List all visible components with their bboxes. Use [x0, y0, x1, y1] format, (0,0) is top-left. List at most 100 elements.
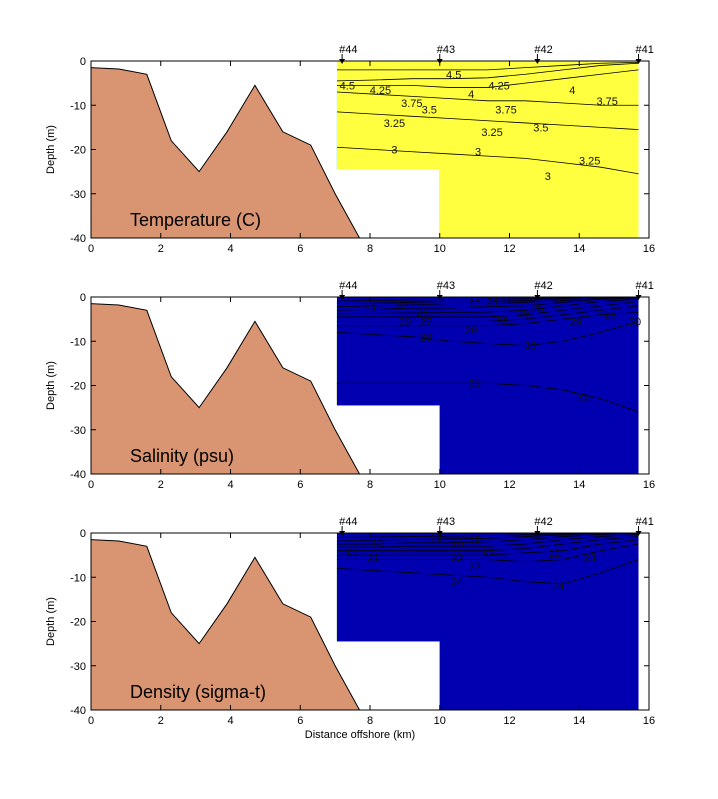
contour-line-2 — [336, 320, 639, 347]
panel-title: Salinity (psu) — [130, 446, 234, 466]
contour-label: 30 — [420, 332, 432, 344]
contour-line-2 — [336, 111, 639, 130]
contour-label: 3.75 — [401, 98, 422, 110]
contour-label: 26 — [531, 303, 543, 315]
contour-label: 24 — [451, 577, 463, 589]
contour-label: 3.25 — [481, 127, 502, 139]
contour-label: 23 — [469, 299, 481, 311]
contour-label: 24 — [486, 296, 498, 308]
x-tick-label: 2 — [158, 715, 164, 727]
station-label: #42 — [534, 280, 552, 292]
x-tick-label: 8 — [367, 243, 373, 255]
contour-label: 30 — [524, 341, 536, 353]
station-label: #41 — [636, 516, 654, 528]
contour-line-3 — [336, 91, 639, 106]
contour-line-6 — [336, 533, 639, 545]
x-tick-label: 16 — [643, 479, 655, 491]
contour-label: 3.5 — [422, 105, 437, 117]
station-marker — [635, 59, 642, 64]
contour-line-3 — [336, 312, 639, 327]
y-axis-label: Depth (m) — [45, 125, 57, 174]
contour-label: 20 — [346, 546, 358, 558]
contour-line-4 — [336, 69, 639, 88]
contour-line-4 — [336, 305, 639, 322]
bathymetry-profile — [90, 67, 361, 239]
contour-label: 20 — [399, 316, 411, 328]
y-tick-label: 0 — [80, 56, 86, 68]
contour-bands — [336, 297, 639, 474]
station-label: #42 — [534, 44, 552, 56]
x-tick-label: 6 — [297, 243, 303, 255]
contour-label: 29 — [570, 316, 582, 328]
contour-label: 4.25 — [370, 85, 391, 97]
x-tick-label: 12 — [503, 243, 515, 255]
panel-title: Density (sigma-t) — [130, 682, 266, 702]
x-tick-label: 6 — [297, 479, 303, 491]
x-tick-label: 14 — [573, 715, 585, 727]
y-tick-label: 0 — [80, 292, 86, 304]
contour-line-6 — [336, 298, 639, 315]
station-marker — [534, 531, 541, 536]
y-tick-label: -40 — [70, 233, 86, 245]
contour-label: 23 — [469, 561, 481, 573]
y-axis-label: Depth (m) — [45, 597, 57, 646]
station-label: #41 — [636, 280, 654, 292]
x-tick-label: 4 — [227, 715, 233, 727]
y-tick-label: -20 — [70, 617, 86, 629]
contour-line-5 — [336, 533, 639, 548]
station-label: #43 — [437, 516, 455, 528]
contour-label: 3 — [475, 147, 481, 159]
x-tick-label: 16 — [643, 715, 655, 727]
y-axis-label: Depth (m) — [45, 361, 57, 410]
contour-label: 23 — [584, 552, 596, 564]
x-tick-label: 0 — [88, 715, 94, 727]
contour-line-6 — [336, 61, 639, 71]
panel-1: 4.54.54.25 4.254 43.753.5 3.753.753.253.25 3… — [45, 44, 655, 255]
contour-line-3 — [336, 539, 639, 556]
contour-label: 21 — [367, 552, 379, 564]
station-marker — [436, 295, 443, 300]
station-label: #44 — [339, 280, 357, 292]
contour-label: 26 — [416, 307, 428, 319]
contour-label: 23 — [364, 303, 376, 315]
y-tick-label: -40 — [70, 705, 86, 717]
contour-label: 3.25 — [579, 156, 600, 168]
contour-label: 13 — [371, 539, 383, 551]
x-tick-label: 2 — [158, 243, 164, 255]
contour-line-5 — [336, 62, 639, 82]
station-marker — [339, 295, 346, 300]
station-marker — [635, 295, 642, 300]
contour-label: 27 — [420, 316, 432, 328]
x-tick-label: 10 — [434, 243, 446, 255]
x-tick-label: 12 — [503, 715, 515, 727]
contour-label: 3.25 — [384, 118, 405, 130]
x-tick-label: 6 — [297, 715, 303, 727]
contour-line-2 — [336, 543, 639, 563]
station-marker — [635, 531, 642, 536]
contour-label: 22 — [451, 552, 463, 564]
contour-line-1 — [336, 559, 639, 585]
y-tick-label: -30 — [70, 425, 86, 437]
contour-label: 4 — [569, 85, 575, 97]
x-tick-label: 16 — [643, 243, 655, 255]
contour-label: 21 — [482, 546, 494, 558]
y-tick-label: -10 — [70, 336, 86, 348]
contour-label: 3 — [391, 145, 397, 157]
contour-label: 4.5 — [340, 80, 355, 92]
station-label: #43 — [437, 44, 455, 56]
station-label: #42 — [534, 516, 552, 528]
station-marker — [534, 59, 541, 64]
station-marker — [339, 531, 346, 536]
x-tick-label: 2 — [158, 479, 164, 491]
y-tick-label: -10 — [70, 572, 86, 584]
contour-label: 4 — [468, 89, 474, 101]
station-marker — [339, 59, 346, 64]
contour-line-1 — [336, 382, 639, 413]
contour-label: 28 — [605, 310, 617, 322]
contour-label: 3 — [545, 171, 551, 183]
x-tick-label: 8 — [367, 715, 373, 727]
station-label: #44 — [339, 44, 357, 56]
y-tick-label: 0 — [80, 528, 86, 540]
contour-label: 20 — [451, 539, 463, 551]
